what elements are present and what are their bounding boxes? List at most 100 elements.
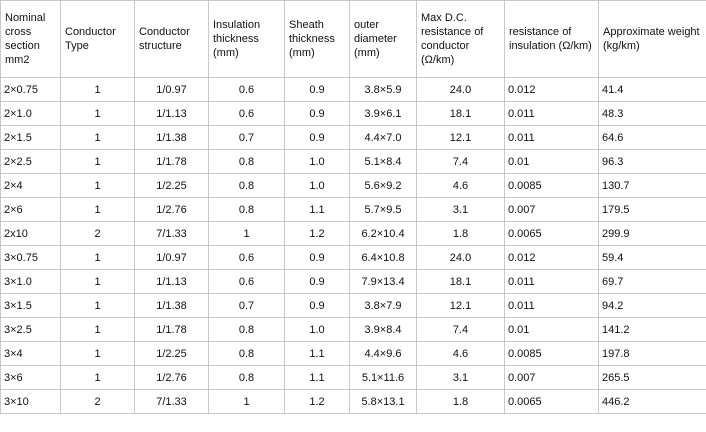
cell-sheath-thickness: 0.9 <box>284 293 350 318</box>
cell-approximate-weight: 96.3 <box>598 149 706 174</box>
cell-outer-diameter: 6.2×10.4 <box>349 221 417 246</box>
cell-insulation-resistance: 0.0085 <box>504 341 599 366</box>
cell-conductor-structure: 1/1.78 <box>134 317 209 342</box>
cell-approximate-weight: 141.2 <box>598 317 706 342</box>
cell-cross-section: 2x10 <box>0 221 61 246</box>
header-conductor-structure: Conductor structure <box>134 0 209 78</box>
header-insulation-resistance: resistance of insulation (Ω/km) <box>504 0 599 78</box>
cell-conductor-structure: 1/2.76 <box>134 365 209 390</box>
table-row: 2×1.5 1 1/1.38 0.7 0.9 4.4×7.0 12.1 0.011 64.6 <box>0 125 706 150</box>
cell-conductor-type: 1 <box>60 245 135 270</box>
cell-conductor-structure: 7/1.33 <box>134 221 209 246</box>
cell-sheath-thickness: 1.0 <box>284 317 350 342</box>
cell-conductor-type: 2 <box>60 389 135 414</box>
cell-max-dc-resistance: 7.4 <box>416 149 505 174</box>
cell-conductor-type: 1 <box>60 317 135 342</box>
cell-cross-section: 2×1.5 <box>0 125 61 150</box>
cell-max-dc-resistance: 4.6 <box>416 173 505 198</box>
cell-cross-section: 2×0.75 <box>0 77 61 102</box>
cell-max-dc-resistance: 12.1 <box>416 293 505 318</box>
cell-insulation-thickness: 0.8 <box>208 149 285 174</box>
cell-conductor-type: 1 <box>60 125 135 150</box>
cell-cross-section: 2×1.0 <box>0 101 61 126</box>
cell-insulation-resistance: 0.011 <box>504 101 599 126</box>
table-row: 2×6 1 1/2.76 0.8 1.1 5.7×9.5 3.1 0.007 179.5 <box>0 197 706 222</box>
cell-max-dc-resistance: 18.1 <box>416 101 505 126</box>
cell-insulation-resistance: 0.0065 <box>504 221 599 246</box>
cell-insulation-resistance: 0.007 <box>504 197 599 222</box>
cell-cross-section: 3×4 <box>0 341 61 366</box>
cell-insulation-resistance: 0.011 <box>504 125 599 150</box>
cell-outer-diameter: 7.9×13.4 <box>349 269 417 294</box>
header-conductor-type: Conductor Type <box>60 0 135 78</box>
cell-conductor-structure: 1/2.25 <box>134 173 209 198</box>
cell-conductor-type: 1 <box>60 341 135 366</box>
cell-insulation-thickness: 0.7 <box>208 293 285 318</box>
cell-outer-diameter: 3.8×7.9 <box>349 293 417 318</box>
cell-conductor-type: 1 <box>60 197 135 222</box>
cell-conductor-structure: 1/1.13 <box>134 269 209 294</box>
cell-insulation-thickness: 0.6 <box>208 101 285 126</box>
table-row: 3×1.5 1 1/1.38 0.7 0.9 3.8×7.9 12.1 0.011 94.2 <box>0 293 706 318</box>
cell-approximate-weight: 299.9 <box>598 221 706 246</box>
cell-insulation-thickness: 0.6 <box>208 245 285 270</box>
cell-cross-section: 2×2.5 <box>0 149 61 174</box>
cell-sheath-thickness: 0.9 <box>284 245 350 270</box>
cell-sheath-thickness: 1.1 <box>284 365 350 390</box>
cell-max-dc-resistance: 4.6 <box>416 341 505 366</box>
cell-sheath-thickness: 0.9 <box>284 101 350 126</box>
cell-conductor-structure: 1/2.25 <box>134 341 209 366</box>
cell-insulation-thickness: 0.6 <box>208 77 285 102</box>
header-cross-section: Nominal cross section mm2 <box>0 0 61 78</box>
table-row: 2×1.0 1 1/1.13 0.6 0.9 3.9×6.1 18.1 0.011 48.3 <box>0 101 706 126</box>
cell-insulation-resistance: 0.0065 <box>504 389 599 414</box>
cell-sheath-thickness: 1.0 <box>284 173 350 198</box>
cell-sheath-thickness: 1.1 <box>284 341 350 366</box>
table-row: 2×2.5 1 1/1.78 0.8 1.0 5.1×8.4 7.4 0.01 96.3 <box>0 149 706 174</box>
cell-outer-diameter: 5.7×9.5 <box>349 197 417 222</box>
cell-conductor-type: 1 <box>60 101 135 126</box>
cell-max-dc-resistance: 1.8 <box>416 389 505 414</box>
table-row: 3×10 2 7/1.33 1 1.2 5.8×13.1 1.8 0.0065 446.2 <box>0 389 706 414</box>
cell-insulation-thickness: 0.6 <box>208 269 285 294</box>
cell-cross-section: 2×6 <box>0 197 61 222</box>
cell-cross-section: 3×2.5 <box>0 317 61 342</box>
table-row: 3×2.5 1 1/1.78 0.8 1.0 3.9×8.4 7.4 0.01 141.2 <box>0 317 706 342</box>
cell-sheath-thickness: 1.1 <box>284 197 350 222</box>
table-header: Nominal cross section mm2 Conductor Type… <box>0 0 706 78</box>
cell-sheath-thickness: 0.9 <box>284 77 350 102</box>
table-row: 3×0.75 1 1/0.97 0.6 0.9 6.4×10.8 24.0 0.012 59.4 <box>0 245 706 270</box>
cell-insulation-thickness: 0.8 <box>208 365 285 390</box>
cell-insulation-resistance: 0.011 <box>504 293 599 318</box>
cell-sheath-thickness: 1.0 <box>284 149 350 174</box>
cell-insulation-thickness: 0.7 <box>208 125 285 150</box>
cell-insulation-resistance: 0.012 <box>504 245 599 270</box>
cell-sheath-thickness: 1.2 <box>284 389 350 414</box>
cell-insulation-thickness: 0.8 <box>208 197 285 222</box>
cell-max-dc-resistance: 3.1 <box>416 365 505 390</box>
cell-approximate-weight: 179.5 <box>598 197 706 222</box>
cell-insulation-resistance: 0.01 <box>504 149 599 174</box>
cell-conductor-type: 1 <box>60 365 135 390</box>
cell-conductor-structure: 1/2.76 <box>134 197 209 222</box>
cell-conductor-structure: 1/1.38 <box>134 125 209 150</box>
cell-conductor-type: 1 <box>60 173 135 198</box>
cell-cross-section: 3×1.5 <box>0 293 61 318</box>
cell-cross-section: 3×0.75 <box>0 245 61 270</box>
table-row: 2×4 1 1/2.25 0.8 1.0 5.6×9.2 4.6 0.0085 130.7 <box>0 173 706 198</box>
header-row: Nominal cross section mm2 Conductor Type… <box>0 0 706 78</box>
cell-approximate-weight: 265.5 <box>598 365 706 390</box>
cell-max-dc-resistance: 3.1 <box>416 197 505 222</box>
cell-insulation-resistance: 0.0085 <box>504 173 599 198</box>
cell-conductor-structure: 7/1.33 <box>134 389 209 414</box>
cell-max-dc-resistance: 1.8 <box>416 221 505 246</box>
cell-conductor-structure: 1/1.38 <box>134 293 209 318</box>
cell-cross-section: 2×4 <box>0 173 61 198</box>
header-outer-diameter: outer diameter (mm) <box>349 0 417 78</box>
cell-conductor-structure: 1/0.97 <box>134 245 209 270</box>
cell-cross-section: 3×10 <box>0 389 61 414</box>
cell-insulation-resistance: 0.012 <box>504 77 599 102</box>
cell-conductor-structure: 1/1.78 <box>134 149 209 174</box>
cell-approximate-weight: 94.2 <box>598 293 706 318</box>
cell-approximate-weight: 197.8 <box>598 341 706 366</box>
